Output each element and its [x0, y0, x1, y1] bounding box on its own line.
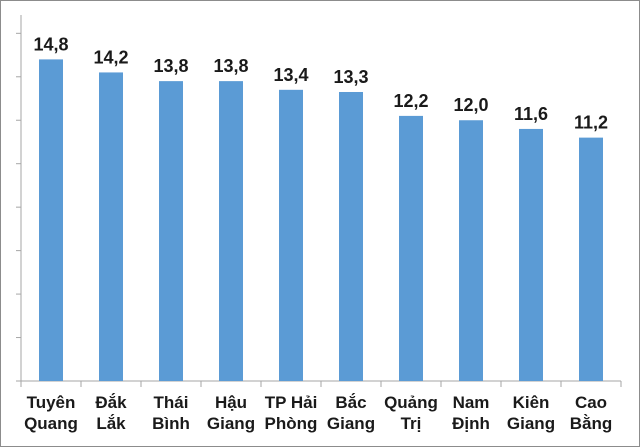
bar — [39, 59, 63, 382]
category-label: Kiên — [513, 393, 550, 412]
bar — [219, 81, 243, 381]
category-label: Trị — [401, 414, 422, 433]
category-label: Bình — [152, 414, 190, 433]
data-label: 13,3 — [333, 67, 368, 87]
bar — [159, 81, 183, 381]
category-label: Quang — [24, 414, 78, 433]
category-label: Thái — [154, 393, 189, 412]
category-label: Giang — [207, 414, 255, 433]
data-label: 12,0 — [453, 95, 488, 115]
category-label: Giang — [327, 414, 375, 433]
data-label: 14,2 — [93, 47, 128, 67]
category-label: TP Hải — [265, 393, 318, 412]
category-label: Bắc — [335, 393, 366, 412]
data-label: 14,8 — [33, 34, 68, 54]
bar — [339, 91, 363, 381]
category-label: Giang — [507, 414, 555, 433]
category-label: Lắk — [96, 414, 126, 433]
bar — [519, 128, 543, 381]
bar — [99, 72, 123, 382]
category-label: Hậu — [215, 393, 247, 412]
category-label: Quảng — [384, 393, 438, 412]
category-label: Cao — [575, 393, 607, 412]
data-label: 11,6 — [514, 104, 548, 124]
category-label: Tuyên — [27, 393, 76, 412]
bar — [279, 89, 303, 382]
bar — [459, 120, 483, 382]
data-label: 13,8 — [153, 56, 188, 76]
category-label: Bằng — [570, 414, 613, 433]
data-label: 11,2 — [574, 113, 608, 133]
data-label: 13,4 — [273, 65, 308, 85]
category-label: Phòng — [265, 414, 318, 433]
category-label: Định — [452, 414, 490, 433]
data-label: 12,2 — [393, 91, 428, 111]
data-label: 13,8 — [213, 56, 248, 76]
category-label: Đắk — [95, 393, 127, 412]
bar — [399, 115, 423, 382]
category-label: Nam — [453, 393, 490, 412]
bar — [579, 137, 603, 381]
